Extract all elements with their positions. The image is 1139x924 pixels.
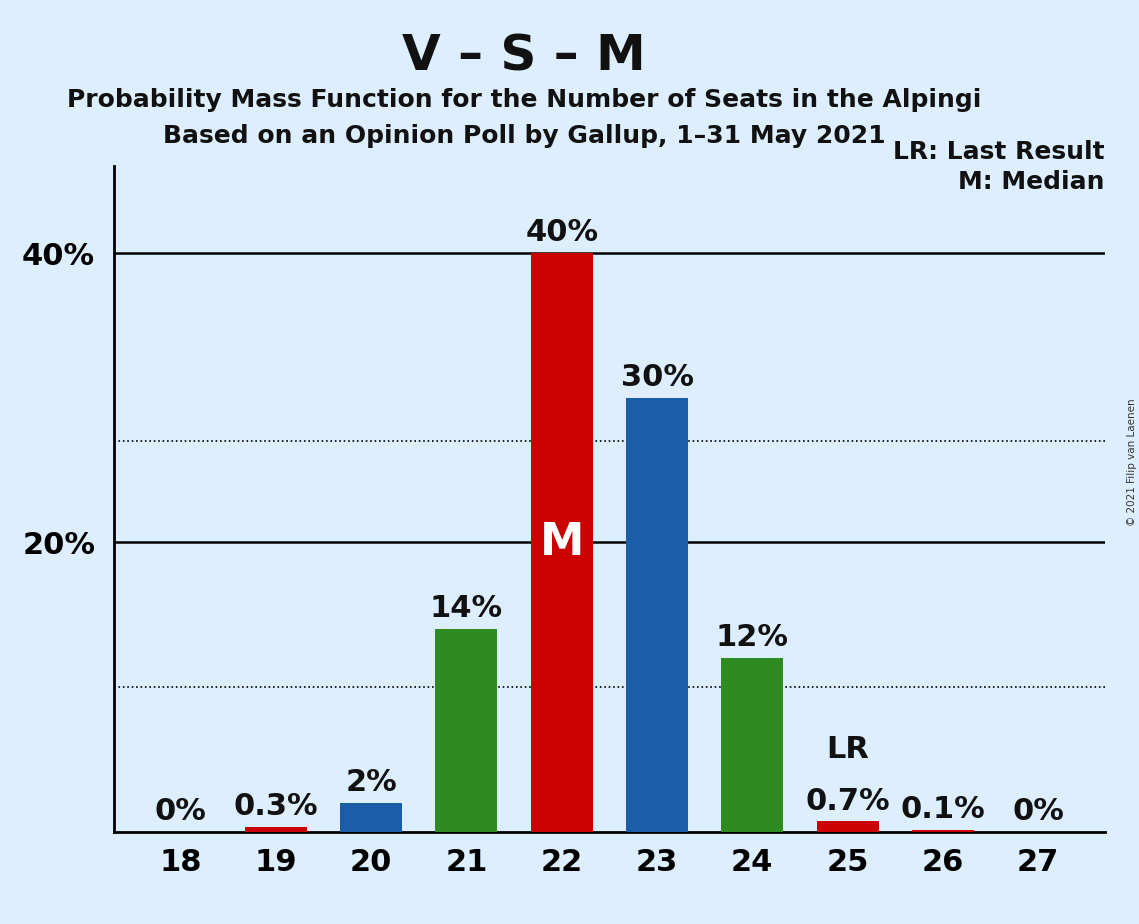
Bar: [245, 827, 306, 832]
Bar: [435, 629, 498, 832]
Text: 40%: 40%: [525, 218, 598, 248]
Text: 0.1%: 0.1%: [901, 796, 985, 824]
Bar: [531, 253, 592, 832]
Bar: [626, 397, 688, 832]
Text: 30%: 30%: [621, 363, 694, 392]
Text: M: Median: M: Median: [958, 170, 1105, 194]
Text: 0.7%: 0.7%: [805, 786, 890, 816]
Text: 14%: 14%: [429, 594, 503, 624]
Text: © 2021 Filip van Laenen: © 2021 Filip van Laenen: [1126, 398, 1137, 526]
Text: V – S – M: V – S – M: [402, 32, 646, 80]
Text: 0.3%: 0.3%: [233, 793, 318, 821]
Text: LR: Last Result: LR: Last Result: [893, 140, 1105, 164]
Text: 0%: 0%: [1013, 796, 1064, 826]
Bar: [817, 821, 878, 832]
Text: 0%: 0%: [155, 796, 206, 826]
Text: Probability Mass Function for the Number of Seats in the Alpingi: Probability Mass Function for the Number…: [67, 88, 981, 112]
Text: 2%: 2%: [345, 768, 398, 796]
Bar: [341, 803, 402, 832]
Text: M: M: [540, 521, 584, 564]
Text: 12%: 12%: [715, 624, 789, 652]
Text: LR: LR: [826, 735, 869, 763]
Bar: [721, 658, 784, 832]
Bar: [912, 830, 974, 832]
Text: Based on an Opinion Poll by Gallup, 1–31 May 2021: Based on an Opinion Poll by Gallup, 1–31…: [163, 124, 885, 148]
